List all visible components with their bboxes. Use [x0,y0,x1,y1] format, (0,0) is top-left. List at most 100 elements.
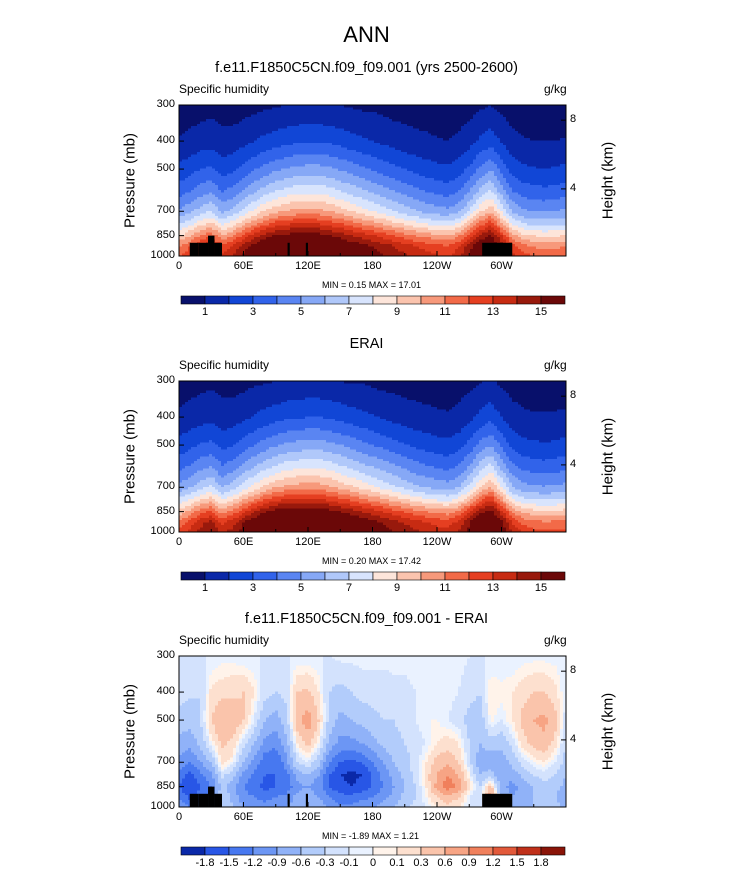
contour-cell [251,714,255,718]
contour-cell [506,421,567,425]
contour-cell [290,705,294,709]
contour-cell [290,681,294,685]
contour-cell [383,159,432,163]
contour-cell [500,468,510,472]
contour-cell [503,501,507,505]
terrain-mask [214,793,222,807]
contour-cell [212,166,240,170]
contour-cell [485,465,495,469]
contour-cell [515,792,534,796]
contour-cell [488,733,498,737]
contour-cell [494,423,510,427]
contour-cell [371,168,408,172]
contour-cell [257,719,267,723]
contour-cell [209,707,216,711]
contour-cell [410,444,465,448]
contour-cell [551,743,558,747]
contour-cell [458,201,468,205]
contour-cell [470,524,504,528]
contour-cell [464,251,471,255]
contour-cell [422,776,426,780]
contour-cell [275,159,348,163]
contour-cell [299,769,315,773]
contour-cell [557,667,567,671]
contour-cell [344,684,414,688]
contour-cell [335,743,366,747]
contour-cell [560,674,567,678]
contour-cell [362,227,384,231]
contour-cell [179,430,189,434]
contour-cell [293,154,330,158]
contour-cell [236,743,240,747]
contour-cell [377,710,417,714]
units-label: g/kg [544,82,567,96]
contour-cell [212,672,255,676]
contour-cell [293,142,333,146]
contour-cell [458,130,486,134]
contour-cell [536,717,549,721]
contour-cell [233,762,237,766]
contour-cell [419,766,423,770]
contour-cell [476,755,507,759]
contour-cell [356,149,402,153]
contour-cell [491,781,495,785]
contour-cell [269,182,351,186]
contour-cell [233,185,249,189]
contour-cell [194,510,207,514]
contour-cell [422,769,426,773]
contour-cell [518,246,537,250]
contour-cell [242,189,258,193]
contour-cell [221,491,225,495]
contour-cell [251,759,261,763]
contour-cell [509,392,567,396]
contour-cell [428,510,456,514]
contour-cell [212,232,222,236]
contour-cell [560,745,567,749]
contour-cell [410,752,423,756]
contour-cell [254,689,258,692]
contour-cell [395,484,420,488]
contour-cell [209,674,231,678]
contour-cell [512,211,567,215]
contour-cell [464,755,468,759]
contour-cell [518,788,534,792]
contour-cell [467,220,474,224]
contour-cell [323,667,363,671]
contour-cell [284,766,291,770]
contour-cell [545,726,558,730]
contour-cell [185,522,195,526]
contour-cell [281,145,342,149]
contour-cell [221,189,225,193]
contour-cell [449,180,468,184]
contour-cell [557,693,564,697]
contour-cell [506,230,510,234]
contour-cell [218,778,234,782]
contour-cell [458,175,471,179]
contour-cell [332,788,369,792]
contour-cell [497,722,504,726]
contour-cell [266,489,285,493]
contour-cell [296,759,306,763]
contour-cell [476,698,483,702]
contour-cell [194,752,204,756]
contour-cell [227,759,234,763]
contour-cell [560,731,564,735]
contour-cell [335,187,363,191]
contour-cell [179,185,198,189]
contour-cell [380,773,390,777]
contour-cell [188,175,246,179]
contour-cell [497,204,504,208]
contour-cell [509,522,513,526]
contour-cell [179,487,189,491]
contour-cell [260,480,276,484]
colorbar-tick-label: -1.5 [219,857,239,869]
contour-cell [536,166,552,170]
contour-cell [494,222,498,226]
contour-cell [380,491,402,495]
contour-cell [461,513,468,517]
contour-cell [485,778,495,782]
contour-cell [443,792,453,796]
contour-cell [347,781,357,785]
contour-cell [494,237,501,241]
contour-cell [464,456,477,460]
